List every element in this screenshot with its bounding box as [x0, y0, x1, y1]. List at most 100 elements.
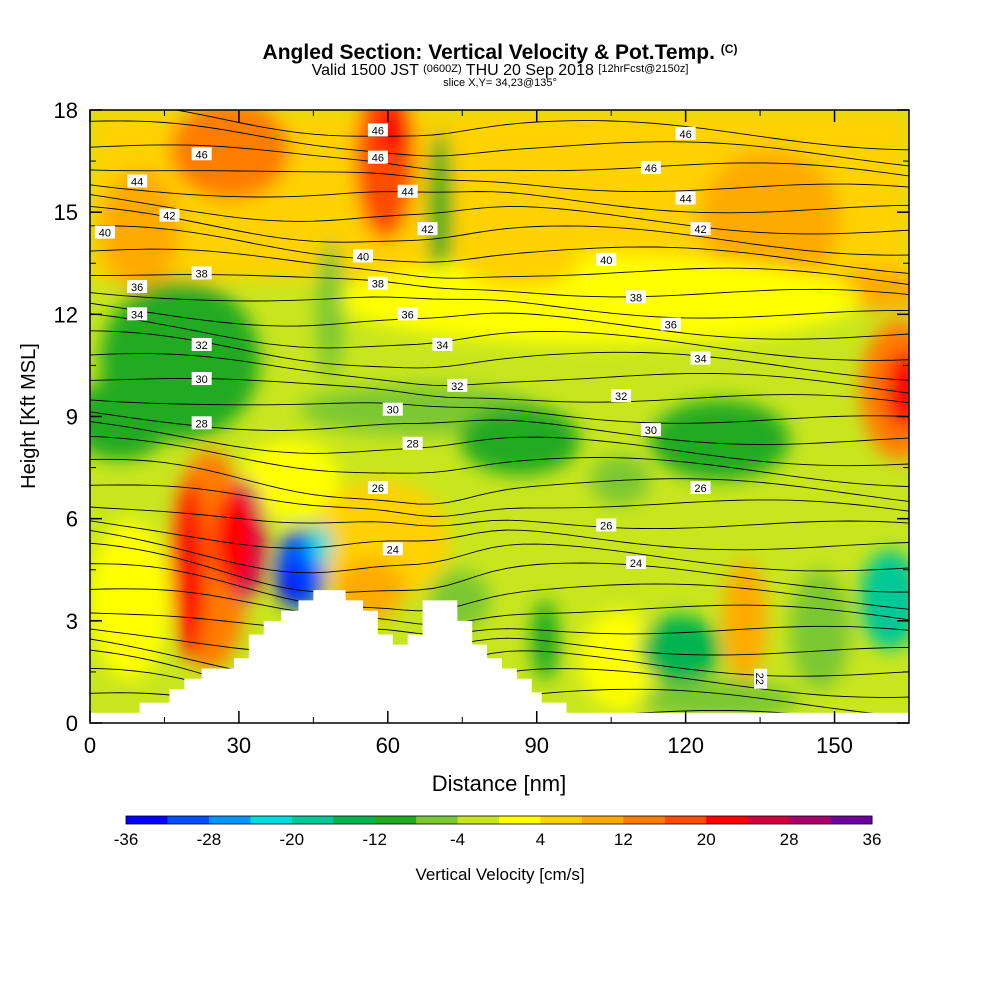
theta-label-text: 46 — [680, 129, 692, 141]
theta-contour — [90, 169, 909, 193]
theta-label-text: 44 — [131, 177, 143, 189]
colorbar-swatch — [706, 816, 749, 824]
y-tick-label: 12 — [54, 302, 78, 327]
theta-label: 40 — [353, 249, 373, 263]
theta-contour — [90, 248, 909, 286]
theta-label-box — [367, 481, 388, 495]
theta-label: 26 — [367, 481, 388, 495]
theta-label-box — [159, 208, 180, 222]
colorbar-swatch — [167, 816, 210, 824]
theta-label-text: 38 — [196, 268, 208, 280]
theta-label: 30 — [640, 423, 661, 437]
theta-label-text: 36 — [131, 282, 143, 294]
theta-label: 36 — [127, 280, 148, 294]
theta-contour — [90, 378, 909, 404]
x-tick-label: 30 — [227, 733, 251, 758]
colorbar-swatch — [333, 816, 376, 824]
theta-contour — [90, 144, 909, 177]
theta-contour — [90, 205, 909, 256]
theta-label: 32 — [611, 389, 632, 403]
theta-label-text: 30 — [196, 374, 208, 386]
theta-label-text: 32 — [196, 340, 208, 352]
theta-label-text: 44 — [402, 187, 414, 199]
theta-label-box — [447, 378, 468, 392]
x-tick-label: 120 — [667, 733, 704, 758]
colorbar: -36 -28 -20 -12 -4 4 12 20 28 36 — [114, 815, 881, 849]
theta-label: 38 — [367, 276, 388, 291]
theta-label-text: 22 — [753, 673, 765, 685]
theta-label: 28 — [402, 436, 423, 451]
theta-label: 46 — [675, 126, 696, 141]
colorbar-tick-label: -20 — [279, 830, 304, 849]
theta-label-box — [626, 290, 646, 304]
theta-label-text: 30 — [645, 425, 657, 437]
theta-label-text: 38 — [630, 292, 642, 304]
theta-contour — [90, 588, 909, 626]
theta-label-text: 34 — [131, 309, 143, 321]
x-tick-label: 150 — [816, 733, 853, 758]
theta-label: 40 — [596, 252, 617, 267]
theta-label: 34 — [690, 351, 711, 366]
valid-time: Valid 1500 JST — [311, 62, 419, 79]
theta-label-text: 28 — [407, 439, 419, 451]
velocity-blobs — [90, 110, 909, 720]
colorbar-swatch — [126, 816, 168, 824]
theta-contour — [90, 225, 909, 274]
theta-contour — [90, 612, 909, 635]
theta-label-text: 32 — [451, 381, 463, 393]
theta-label-text: 46 — [196, 149, 208, 161]
theta-label-box — [353, 249, 373, 263]
colorbar-tick-label: 28 — [780, 830, 799, 849]
theta-contour — [90, 194, 909, 235]
y-tick-label: 0 — [66, 711, 78, 736]
theta-label-box — [127, 307, 148, 321]
theta-contour — [90, 274, 909, 298]
theta-label-box — [690, 351, 711, 365]
theta-label: 30 — [191, 372, 212, 386]
theta-label-text: 24 — [630, 558, 642, 570]
x-tick-label: 60 — [376, 733, 400, 758]
theta-label-box — [382, 402, 403, 416]
forecast-info: [12hrFcst@2150z] — [598, 63, 689, 75]
theta-label: 22 — [753, 668, 768, 689]
theta-label-box — [675, 191, 696, 205]
valid-zulu: (0600Z) — [423, 63, 462, 75]
y-tick-label: 9 — [66, 405, 78, 430]
theta-label-box — [402, 436, 423, 450]
theta-label-text: 42 — [163, 211, 175, 223]
theta-label-box — [640, 423, 661, 437]
theta-label: 46 — [640, 160, 661, 175]
colorbar-swatch — [499, 816, 541, 824]
colorbar-tick-label: -28 — [197, 830, 222, 849]
theta-label-text: 46 — [372, 125, 384, 137]
theta-label-box — [417, 222, 438, 236]
terrain — [90, 590, 909, 723]
colorbar-swatch — [789, 816, 831, 824]
theta-label-text: 38 — [372, 279, 384, 291]
theta-contour — [90, 484, 909, 517]
theta-label-text: 36 — [665, 320, 677, 332]
theta-label: 42 — [690, 222, 711, 236]
theta-contour — [90, 330, 909, 381]
theta-label: 38 — [626, 290, 646, 304]
theta-label-box — [191, 266, 212, 280]
theta-label-box — [596, 252, 617, 266]
theta-label-box — [596, 518, 617, 532]
theta-label: 46 — [367, 123, 388, 137]
x-tick-label: 90 — [524, 733, 548, 758]
colorbar-tick-label: 12 — [614, 830, 633, 849]
colorbar-tick-label: -4 — [450, 830, 465, 849]
theta-label-box — [94, 225, 115, 239]
theta-label-box — [191, 416, 212, 430]
theta-label: 40 — [94, 225, 115, 240]
theta-label-text: 44 — [680, 194, 692, 206]
theta-label-text: 26 — [694, 483, 706, 495]
theta-label-text: 36 — [402, 309, 414, 321]
theta-contour — [90, 638, 909, 678]
colorbar-swatch — [208, 816, 251, 824]
colorbar-swatch — [581, 816, 624, 824]
y-axis-label: Height [Kft MSL] — [18, 343, 40, 489]
theta-label-text: 40 — [357, 251, 369, 263]
theta-label-box — [432, 337, 453, 351]
theta-label: 42 — [417, 222, 438, 236]
